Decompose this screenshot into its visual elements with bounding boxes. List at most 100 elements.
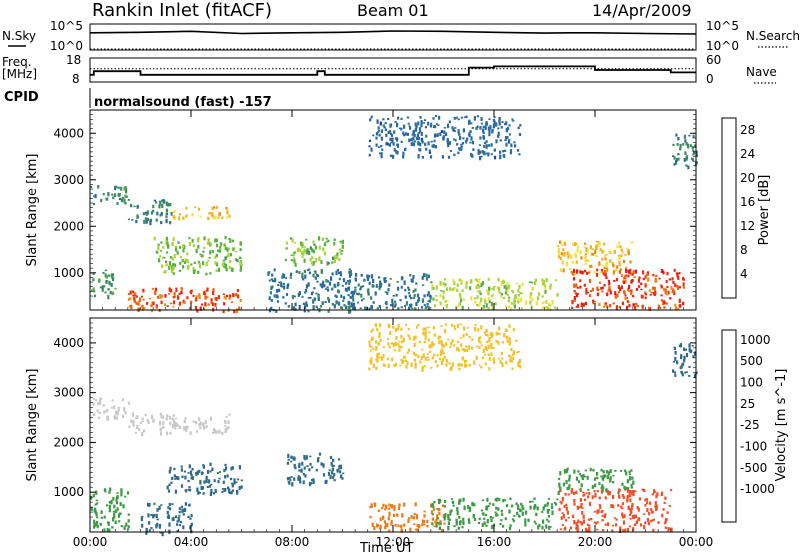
data-cell — [409, 126, 412, 130]
data-cell — [662, 271, 665, 275]
data-cell — [371, 336, 374, 340]
data-cell — [621, 502, 624, 506]
colorbar-tick-label: 500 — [740, 354, 763, 368]
data-cell — [517, 361, 520, 366]
data-cell — [148, 503, 151, 506]
data-cell — [535, 301, 538, 306]
data-cell — [360, 293, 363, 298]
data-cell — [420, 120, 423, 125]
data-cell — [609, 288, 612, 291]
data-cell — [93, 525, 96, 529]
data-cell — [485, 152, 488, 155]
data-cell — [648, 512, 651, 516]
data-cell — [417, 141, 420, 146]
data-cell — [546, 306, 549, 310]
data-cell — [547, 498, 551, 500]
data-cell — [465, 139, 468, 144]
data-cell — [412, 136, 415, 141]
data-cell — [691, 146, 694, 150]
data-cell — [499, 150, 502, 154]
data-cell — [92, 278, 95, 282]
data-cell — [521, 504, 524, 509]
data-cell — [200, 485, 203, 491]
data-cell — [192, 420, 195, 423]
data-cell — [605, 253, 608, 256]
data-cell — [604, 496, 607, 500]
data-cell — [587, 259, 590, 263]
data-cell — [408, 288, 411, 291]
data-cell — [695, 150, 698, 155]
data-cell — [150, 527, 153, 530]
data-cell — [453, 117, 456, 120]
data-cell — [418, 340, 421, 344]
data-cell — [118, 193, 121, 197]
data-cell — [481, 150, 484, 154]
data-cell — [558, 477, 561, 480]
data-cell — [375, 340, 378, 344]
data-cell — [617, 491, 620, 495]
data-cell — [457, 340, 460, 343]
data-cell — [644, 498, 647, 502]
data-cell — [485, 330, 488, 333]
data-cell — [412, 351, 416, 356]
data-cell — [458, 292, 462, 297]
data-cell — [666, 511, 669, 514]
data-cell — [517, 350, 521, 353]
data-cell — [636, 305, 639, 308]
data-cell — [206, 485, 209, 488]
data-cell — [490, 343, 493, 346]
data-cell — [426, 525, 429, 528]
data-cell — [108, 528, 111, 533]
data-cell — [350, 291, 353, 294]
data-cell — [199, 421, 202, 426]
data-cell — [382, 354, 385, 358]
data-cell — [643, 488, 646, 493]
data-cell — [292, 252, 295, 257]
data-cell — [166, 485, 169, 490]
data-cell — [303, 248, 306, 253]
data-cell — [587, 518, 590, 521]
data-cell — [173, 420, 176, 426]
data-cell — [205, 272, 208, 276]
data-cell — [607, 471, 610, 476]
data-cell — [441, 155, 444, 159]
data-cell — [618, 496, 621, 499]
data-cell — [693, 151, 696, 155]
data-cell — [472, 514, 475, 516]
data-cell — [305, 249, 308, 254]
data-cell — [583, 493, 586, 496]
data-cell — [403, 304, 407, 307]
data-cell — [423, 304, 426, 306]
data-cell — [432, 144, 435, 148]
data-cell — [618, 270, 621, 274]
data-cell — [213, 206, 216, 209]
data-cell — [622, 514, 625, 519]
data-cell — [402, 133, 406, 137]
data-cell — [172, 305, 175, 308]
data-cell — [418, 526, 421, 529]
data-cell — [599, 248, 602, 252]
data-cell — [601, 476, 604, 481]
data-cell — [182, 513, 185, 516]
data-cell — [440, 130, 444, 133]
data-cell — [92, 397, 95, 400]
data-cell — [437, 335, 440, 340]
data-cell — [167, 489, 171, 493]
data-cell — [314, 245, 318, 250]
data-cell — [559, 489, 562, 493]
data-cell — [311, 248, 314, 253]
data-cell — [606, 475, 609, 480]
data-cell — [398, 127, 402, 130]
data-cell — [593, 271, 596, 274]
data-cell — [217, 295, 220, 299]
data-cell — [276, 289, 279, 293]
data-cell — [195, 295, 198, 299]
data-cell — [676, 284, 679, 288]
data-cell — [454, 327, 457, 331]
data-cell — [559, 486, 562, 491]
data-cell — [210, 302, 213, 304]
y-tick-label: 3000 — [53, 386, 84, 400]
data-cell — [384, 522, 387, 527]
data-cell — [418, 127, 422, 131]
